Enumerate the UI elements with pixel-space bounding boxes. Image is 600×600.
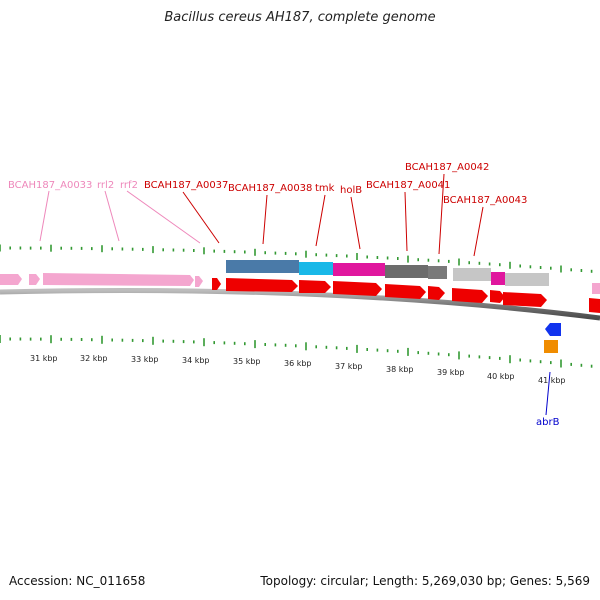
accession-text: Accession: NC_011658	[9, 574, 146, 588]
scale-labels: 31 kbp 32 kbp 33 kbp 34 kbp 35 kbp 36 kb…	[30, 354, 566, 385]
rna-feature-rrl2	[43, 273, 194, 286]
scale-label-39kbp: 39 kbp	[437, 368, 465, 377]
abrB-feature	[545, 323, 561, 336]
category-block-steelblue	[226, 260, 299, 273]
leader-line-tmk	[315, 194, 326, 247]
scale-label-33kbp: 33 kbp	[131, 355, 159, 364]
rna-feature-small-2	[33, 274, 40, 285]
cds-arrow	[503, 292, 547, 307]
label-rrf2: rrf2	[120, 180, 138, 191]
rna-feature-left	[0, 274, 22, 285]
scale-label-37kbp: 37 kbp	[335, 362, 363, 371]
category-bar	[226, 260, 549, 286]
rna-features	[0, 273, 600, 294]
cds-features	[212, 278, 600, 313]
cds-arrow	[212, 278, 221, 290]
scale-label-32kbp: 32 kbp	[80, 354, 108, 363]
label-abrB: abrB	[536, 417, 560, 428]
label-bcah187-a0038: BCAH187_A0038	[228, 183, 312, 194]
scale-label-38kbp: 38 kbp	[386, 365, 414, 374]
category-block-darkgray-1	[385, 265, 428, 278]
scale-label-36kbp: 36 kbp	[284, 359, 312, 368]
cds-arrow	[299, 280, 331, 293]
label-bcah187-a0043: BCAH187_A0043	[443, 195, 527, 206]
lower-tick-row	[0, 335, 593, 368]
map-title: Bacillus cereus AH187, complete genome	[164, 10, 436, 25]
label-bcah187-a0037: BCAH187_A0037	[144, 180, 228, 191]
leader-line-rrl2	[104, 190, 120, 242]
category-block-darkgray-2	[428, 266, 447, 279]
scale-label-40kbp: 40 kbp	[487, 372, 515, 381]
cds-arrow	[452, 288, 488, 303]
genome-summary-text: Topology: circular; Length: 5,269,030 bp…	[260, 574, 590, 588]
leader-line-bcah187-a0037	[182, 191, 220, 244]
category-block-magenta	[333, 263, 385, 276]
cds-arrow	[428, 286, 445, 300]
leader-line-bcah187-a0043	[473, 206, 484, 257]
scale-label-34kbp: 34 kbp	[182, 356, 210, 365]
cds-arrow	[333, 281, 382, 296]
feature-labels: BCAH187_A0033 rrl2 rrf2 BCAH187_A0037 BC…	[8, 162, 560, 428]
label-bcah187-a0033: BCAH187_A0033	[8, 180, 92, 191]
label-bcah187-a0042: BCAH187_A0042	[405, 162, 489, 173]
category-block-cyan	[299, 262, 333, 275]
leader-line-rrf2	[126, 190, 201, 244]
leader-line-bcah187-a0041	[404, 191, 408, 252]
category-block-lightgray-1	[453, 268, 491, 281]
label-rrl2: rrl2	[97, 180, 114, 191]
rna-feature-rrf2	[195, 276, 203, 287]
abrB-category-block	[544, 340, 558, 353]
scale-label-31kbp: 31 kbp	[30, 354, 58, 363]
cds-arrow	[226, 278, 298, 292]
rna-feature-right-edge	[592, 283, 600, 294]
leader-line-bcah187-a0042	[438, 173, 445, 255]
scale-label-41kbp: 41 kbp	[538, 376, 566, 385]
category-block-magenta-small	[491, 272, 505, 285]
leader-line-bcah187-a0033	[39, 190, 50, 242]
leader-line-abrB	[545, 371, 551, 416]
scale-label-35kbp: 35 kbp	[233, 357, 261, 366]
leader-line-holB	[350, 196, 361, 250]
cds-arrow-edge	[589, 298, 600, 313]
category-block-lightgray-2	[505, 273, 549, 286]
label-bcah187-a0041: BCAH187_A0041	[366, 180, 450, 191]
leader-line-bcah187-a0038	[262, 194, 268, 245]
cds-arrow	[490, 290, 505, 303]
label-holB: holB	[340, 185, 362, 196]
genome-backbone	[0, 287, 600, 321]
cds-arrow	[385, 284, 426, 299]
upper-tick-row	[0, 244, 593, 273]
label-tmk: tmk	[315, 183, 335, 194]
leader-lines	[39, 173, 551, 416]
